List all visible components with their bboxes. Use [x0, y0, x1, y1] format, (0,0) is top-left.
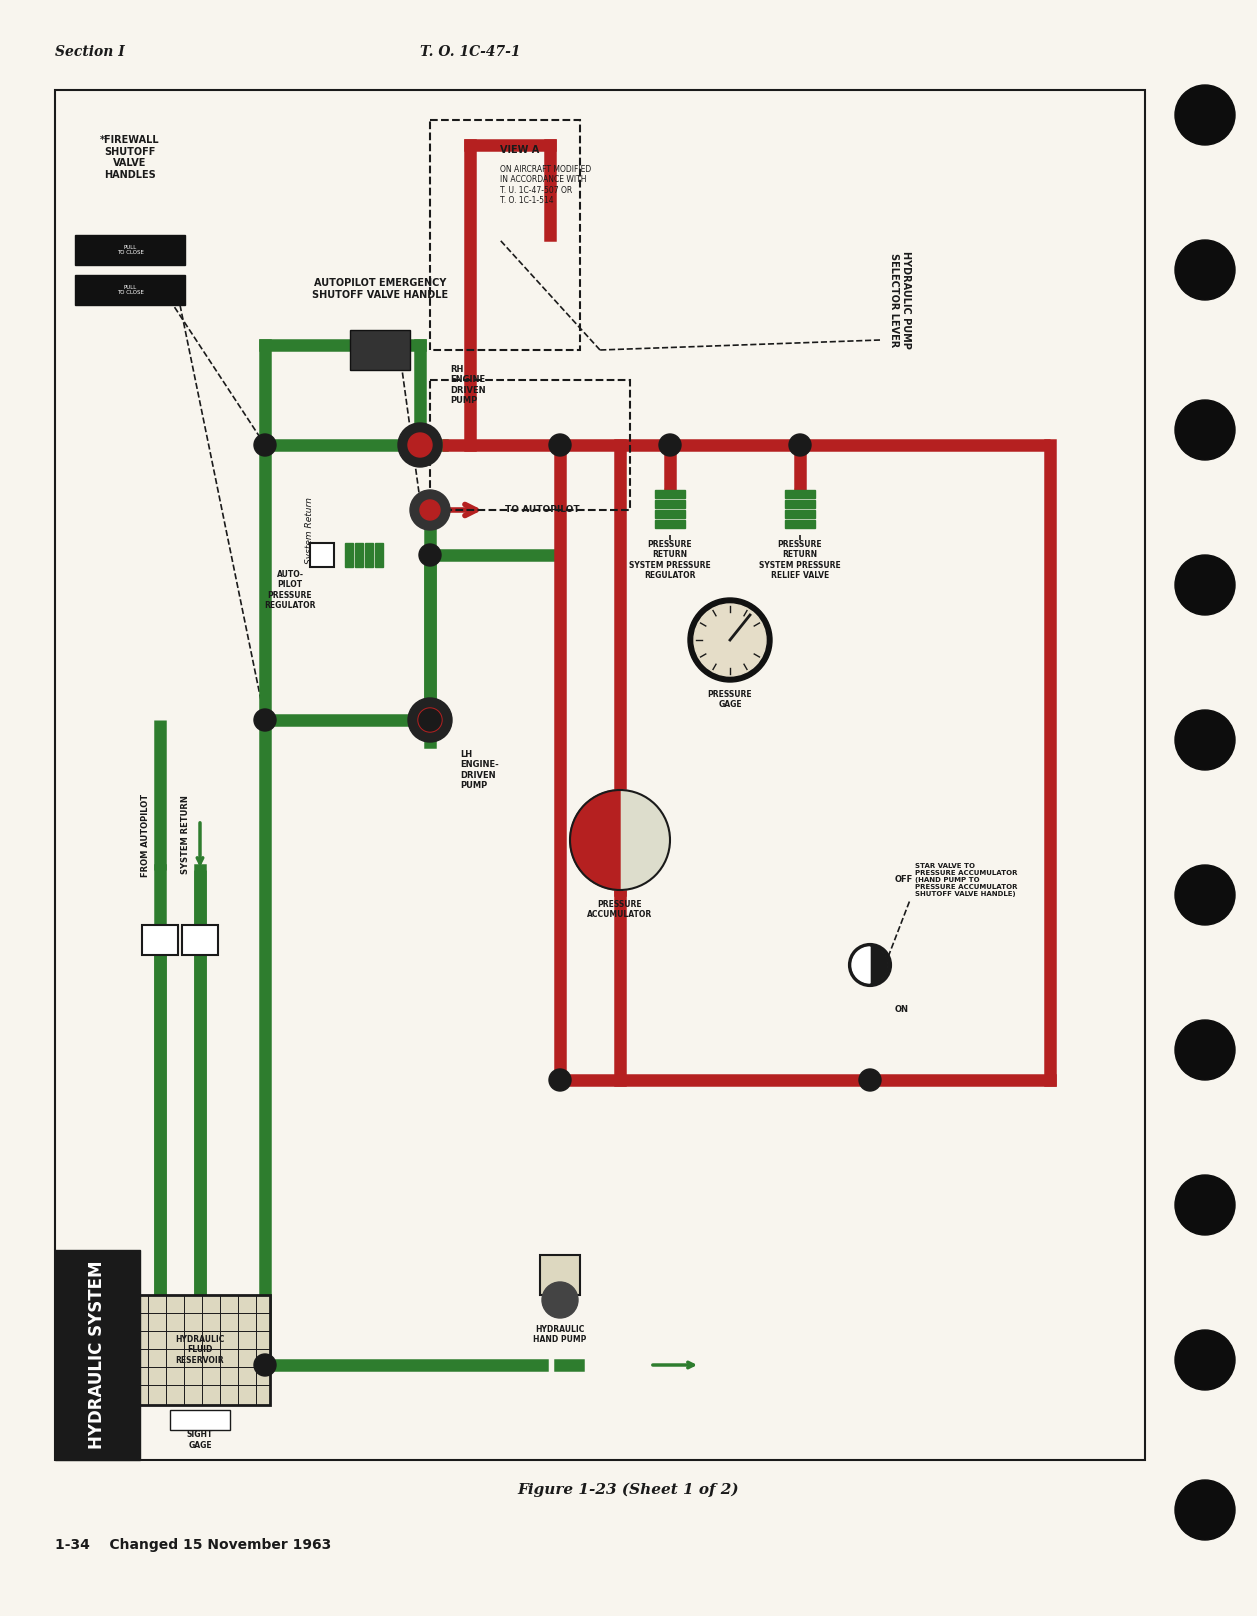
- Circle shape: [542, 1281, 578, 1319]
- Text: PRESSURE
ACCUMULATOR: PRESSURE ACCUMULATOR: [587, 900, 652, 920]
- Circle shape: [789, 435, 811, 456]
- Bar: [375, 543, 383, 567]
- Text: PRESSURE
RETURN
SYSTEM PRESSURE
REGULATOR: PRESSURE RETURN SYSTEM PRESSURE REGULATO…: [628, 540, 711, 580]
- Wedge shape: [870, 947, 887, 983]
- Bar: [430, 380, 630, 511]
- Bar: [365, 543, 373, 567]
- Text: VIEW A: VIEW A: [500, 145, 539, 155]
- Circle shape: [254, 709, 277, 730]
- Text: Section I: Section I: [55, 45, 124, 60]
- Text: HYDRAULIC
HAND PUMP: HYDRAULIC HAND PUMP: [533, 1325, 587, 1345]
- Circle shape: [1175, 241, 1234, 301]
- Circle shape: [1175, 1020, 1234, 1079]
- Text: *FIREWALL
SHUTOFF
VALVE
HANDLES: *FIREWALL SHUTOFF VALVE HANDLES: [101, 136, 160, 179]
- Text: HYDRAULIC SYSTEM: HYDRAULIC SYSTEM: [88, 1260, 107, 1450]
- Circle shape: [410, 490, 450, 530]
- Bar: [354, 543, 363, 567]
- Circle shape: [1175, 86, 1234, 145]
- Text: T. O. 1C-47-1: T. O. 1C-47-1: [420, 45, 520, 60]
- Circle shape: [254, 435, 277, 456]
- Bar: [75, 234, 185, 265]
- Text: 1-34    Changed 15 November 1963: 1-34 Changed 15 November 1963: [55, 1538, 332, 1551]
- Circle shape: [1175, 709, 1234, 769]
- Wedge shape: [569, 790, 620, 890]
- Text: STAR VALVE TO
PRESSURE ACCUMULATOR
(HAND PUMP TO
PRESSURE ACCUMULATOR
SHUTOFF VA: STAR VALVE TO PRESSURE ACCUMULATOR (HAND…: [915, 863, 1017, 897]
- Bar: [655, 490, 685, 498]
- Circle shape: [1175, 865, 1234, 924]
- Text: TO AUTOPILOT: TO AUTOPILOT: [505, 506, 579, 514]
- Circle shape: [859, 1070, 881, 1091]
- Bar: [541, 1256, 579, 1294]
- Circle shape: [688, 598, 772, 682]
- Circle shape: [409, 433, 432, 457]
- Text: System Return: System Return: [305, 496, 314, 564]
- Circle shape: [569, 790, 670, 890]
- Text: OFF: OFF: [895, 876, 914, 884]
- Circle shape: [694, 604, 766, 675]
- Circle shape: [409, 698, 453, 742]
- Wedge shape: [852, 947, 870, 983]
- Bar: [182, 924, 217, 955]
- Circle shape: [659, 435, 681, 456]
- Text: PRESSURE
RETURN
SYSTEM PRESSURE
RELIEF VALVE: PRESSURE RETURN SYSTEM PRESSURE RELIEF V…: [759, 540, 841, 580]
- Bar: [786, 499, 815, 507]
- Bar: [310, 543, 334, 567]
- Circle shape: [419, 708, 442, 732]
- Text: AUTO-
PILOT
PRESSURE
REGULATOR: AUTO- PILOT PRESSURE REGULATOR: [264, 570, 316, 611]
- Bar: [129, 1294, 270, 1404]
- Bar: [430, 120, 579, 351]
- Text: LH
ENGINE-
DRIVEN
PUMP: LH ENGINE- DRIVEN PUMP: [460, 750, 499, 790]
- Circle shape: [1175, 554, 1234, 616]
- Text: SIGHT
GAGE: SIGHT GAGE: [187, 1430, 214, 1450]
- Text: Figure 1-23 (Sheet 1 of 2): Figure 1-23 (Sheet 1 of 2): [517, 1483, 739, 1496]
- Bar: [655, 511, 685, 519]
- Bar: [655, 520, 685, 528]
- Text: ON AIRCRAFT MODIFIED
IN ACCORDANCE WITH
T. U. 1C-47-507 OR
T. O. 1C-1-514: ON AIRCRAFT MODIFIED IN ACCORDANCE WITH …: [500, 165, 591, 205]
- Circle shape: [1175, 1175, 1234, 1235]
- Bar: [655, 499, 685, 507]
- Circle shape: [420, 499, 440, 520]
- Text: HYDRAULIC
FLUID
RESERVOIR: HYDRAULIC FLUID RESERVOIR: [175, 1335, 225, 1366]
- Text: AUTOPILOT EMERGENCY
SHUTOFF VALVE HANDLE: AUTOPILOT EMERGENCY SHUTOFF VALVE HANDLE: [312, 278, 447, 301]
- Bar: [344, 543, 353, 567]
- Text: FROM AUTOPILOT: FROM AUTOPILOT: [142, 793, 151, 876]
- Text: HYDRAULIC PUMP
SELECTOR LEVER: HYDRAULIC PUMP SELECTOR LEVER: [889, 250, 911, 349]
- Circle shape: [1175, 401, 1234, 461]
- Bar: [170, 1411, 230, 1430]
- Text: ON: ON: [895, 1005, 909, 1015]
- Circle shape: [549, 1070, 571, 1091]
- Circle shape: [549, 435, 571, 456]
- Bar: [786, 520, 815, 528]
- Circle shape: [254, 1354, 277, 1375]
- Circle shape: [419, 709, 441, 730]
- Text: PULL
TO CLOSE: PULL TO CLOSE: [117, 284, 143, 296]
- Circle shape: [1175, 1480, 1234, 1540]
- Circle shape: [850, 945, 890, 986]
- Bar: [55, 90, 1145, 1459]
- Bar: [349, 330, 410, 370]
- Text: SYSTEM RETURN: SYSTEM RETURN: [181, 795, 191, 874]
- Circle shape: [1175, 1330, 1234, 1390]
- Text: PULL
TO CLOSE: PULL TO CLOSE: [117, 244, 143, 255]
- Bar: [55, 1251, 140, 1459]
- Bar: [786, 490, 815, 498]
- Circle shape: [419, 545, 441, 566]
- Text: RH
ENGINE-
DRIVEN
PUMP: RH ENGINE- DRIVEN PUMP: [450, 365, 489, 406]
- Circle shape: [398, 423, 442, 467]
- Text: PRESSURE
GAGE: PRESSURE GAGE: [708, 690, 752, 709]
- Bar: [786, 511, 815, 519]
- Bar: [75, 275, 185, 305]
- Bar: [142, 924, 178, 955]
